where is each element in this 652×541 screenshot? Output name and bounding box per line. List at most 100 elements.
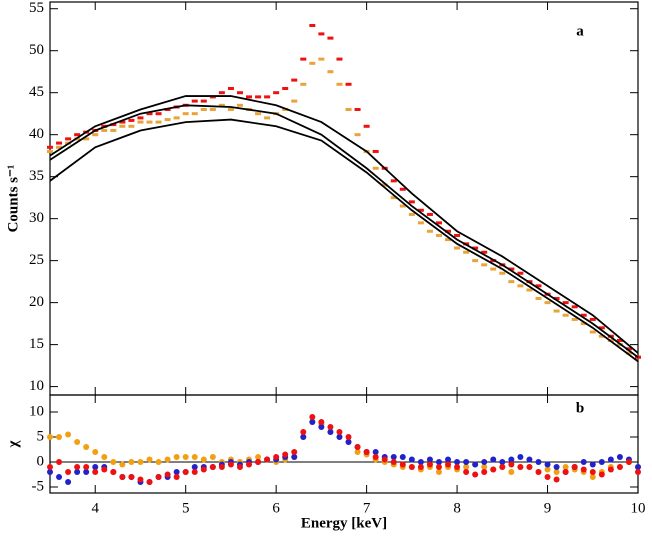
residual-point (182, 469, 189, 475)
x-axis-label: Energy [keV] (301, 515, 387, 531)
residual-point (345, 439, 352, 445)
data-point (399, 204, 406, 208)
residual-point (218, 464, 225, 470)
residual-point (173, 474, 180, 480)
residual-point (273, 454, 280, 460)
residual-point (372, 449, 379, 455)
residual-point (598, 459, 605, 465)
y-tick-label: 10 (29, 378, 44, 394)
residual-point (562, 469, 569, 475)
residual-point (635, 464, 641, 470)
residual-point (128, 474, 135, 480)
residual-point (56, 474, 63, 480)
data-point (589, 317, 596, 321)
residual-point (517, 464, 524, 470)
residual-point (445, 461, 452, 468)
data-point (164, 118, 171, 122)
residual-point (227, 461, 234, 468)
data-point (345, 82, 352, 86)
residual-point (472, 461, 479, 468)
residual-point (336, 429, 343, 435)
x-tick-label: 10 (631, 500, 646, 516)
residual-point (472, 471, 479, 478)
residual-point (74, 464, 81, 470)
data-point (218, 91, 225, 95)
data-point (580, 313, 587, 317)
data-point (264, 116, 271, 120)
residual-point (83, 469, 90, 475)
data-point (381, 183, 388, 187)
residual-point (490, 466, 497, 473)
y-tick-label: 0 (37, 453, 45, 469)
data-point (56, 141, 63, 145)
residual-point (128, 459, 135, 465)
data-point (74, 133, 81, 137)
residual-point (562, 464, 569, 470)
residual-point (607, 456, 614, 463)
residual-point (101, 454, 108, 460)
data-point (625, 347, 632, 351)
data-point (47, 145, 53, 149)
data-point (490, 267, 497, 271)
data-point (363, 124, 370, 128)
residual-point (607, 466, 614, 473)
data-point (227, 86, 234, 90)
data-point (390, 196, 397, 200)
annotation: b (576, 400, 584, 416)
data-point (291, 99, 298, 103)
data-point (408, 212, 415, 216)
residual-point (74, 439, 81, 445)
residual-point (336, 434, 343, 440)
residual-point (318, 419, 325, 425)
residual-point (264, 456, 271, 463)
data-point (445, 229, 452, 233)
data-point (291, 78, 298, 82)
residual-point (47, 434, 53, 440)
residual-point (137, 476, 144, 483)
data-point (227, 107, 234, 111)
y-axis-label: χ (5, 439, 21, 448)
residual-point (101, 466, 108, 473)
residual-point (481, 464, 488, 470)
data-point (146, 120, 153, 124)
x-tick-label: 9 (544, 500, 552, 516)
data-point (616, 338, 623, 342)
data-point (426, 229, 433, 233)
annotation: a (576, 23, 584, 39)
y-tick-label: 45 (29, 84, 44, 100)
residual-point (119, 474, 126, 480)
residual-point (616, 454, 623, 460)
data-point (327, 70, 334, 74)
data-point (571, 317, 578, 321)
data-point (300, 82, 307, 86)
data-point (336, 82, 343, 86)
residual-point (173, 454, 180, 460)
data-point (472, 246, 479, 250)
data-point (571, 305, 578, 309)
residual-point (65, 469, 72, 475)
residual-point (200, 456, 207, 463)
residual-point (65, 479, 72, 485)
data-point (472, 259, 479, 263)
y-tick-label: 55 (29, 0, 44, 16)
data-point (598, 326, 605, 330)
residual-point (137, 459, 144, 465)
residual-point (463, 469, 470, 475)
data-point (580, 322, 587, 326)
data-point (264, 95, 271, 99)
residual-point (544, 474, 551, 480)
data-point (318, 57, 325, 61)
residual-point (426, 456, 433, 463)
data-point (137, 120, 144, 124)
residual-point (318, 424, 325, 430)
residual-point (390, 459, 397, 465)
residual-point (155, 474, 162, 480)
residual-point (300, 429, 307, 435)
residual-point (535, 469, 542, 475)
model-line (49, 104, 639, 358)
residual-point (236, 464, 243, 470)
y-tick-label: 35 (29, 168, 44, 184)
residual-point (146, 456, 153, 463)
residual-point (454, 464, 461, 470)
residual-point (173, 469, 180, 475)
